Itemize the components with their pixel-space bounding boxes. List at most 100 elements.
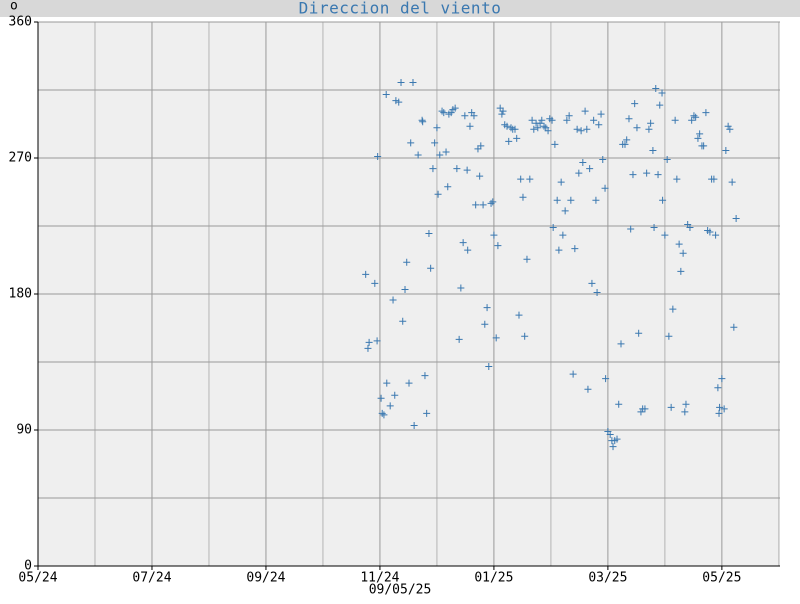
point (371, 279, 379, 287)
point (477, 142, 485, 150)
point (595, 121, 603, 129)
point (540, 122, 548, 130)
point (577, 127, 585, 135)
grid (37, 21, 780, 567)
point (457, 284, 465, 292)
points (362, 78, 740, 451)
point (373, 337, 381, 345)
point (637, 408, 645, 416)
point (722, 146, 730, 154)
point (499, 107, 507, 115)
point (617, 340, 625, 348)
point (656, 101, 664, 109)
point (565, 112, 573, 120)
y-tick-label: 360 (9, 15, 32, 30)
point (559, 231, 567, 239)
point (625, 115, 633, 123)
point (386, 402, 394, 410)
point (569, 370, 577, 378)
point (692, 113, 700, 121)
point (503, 122, 511, 130)
point (487, 199, 495, 207)
point (599, 156, 607, 164)
point (593, 288, 601, 296)
y-tick-label: 270 (9, 151, 32, 166)
point (490, 231, 498, 239)
point (534, 124, 542, 132)
y-tick-label: 0 (24, 559, 32, 574)
point (453, 165, 461, 173)
point (401, 285, 409, 293)
y-tick-label: 90 (16, 423, 32, 438)
point (555, 246, 563, 254)
point (663, 156, 671, 164)
point (383, 379, 391, 387)
point (418, 116, 426, 124)
title-bar (0, 0, 800, 17)
point (549, 224, 557, 232)
point (548, 116, 556, 124)
point (461, 112, 469, 120)
point (667, 403, 675, 411)
point (675, 240, 683, 248)
point (730, 323, 738, 331)
point (409, 78, 417, 86)
point (652, 84, 660, 92)
point (515, 311, 523, 319)
point (521, 332, 529, 340)
corner-label: o (10, 0, 18, 14)
point (732, 214, 740, 222)
point (389, 296, 397, 304)
point (378, 409, 386, 417)
point (715, 409, 723, 417)
point (451, 104, 459, 112)
point (536, 119, 544, 127)
point (505, 137, 513, 145)
point (391, 391, 399, 399)
point (438, 107, 446, 115)
point (470, 112, 478, 120)
x-tick-label: 05/24 (18, 571, 57, 586)
point (455, 335, 463, 343)
point (425, 230, 433, 238)
point (615, 400, 623, 408)
point (427, 264, 435, 272)
point (567, 196, 575, 204)
point (436, 151, 444, 159)
point (635, 329, 643, 337)
point (661, 231, 669, 239)
point (405, 379, 413, 387)
point (496, 104, 504, 112)
point (481, 320, 489, 328)
point (464, 246, 472, 254)
point (696, 130, 704, 138)
point (571, 245, 579, 253)
point (395, 98, 403, 106)
point (669, 305, 677, 313)
point (665, 332, 673, 340)
point (581, 107, 589, 115)
point (718, 375, 726, 383)
point (702, 109, 710, 117)
point (476, 172, 484, 180)
point (686, 224, 694, 232)
point (659, 196, 667, 204)
point (494, 242, 502, 250)
point (720, 405, 728, 413)
point (654, 171, 662, 179)
point (410, 421, 418, 429)
point (485, 363, 493, 371)
x-tick-label: 07/24 (132, 571, 171, 586)
point (403, 258, 411, 266)
x-tick-label: 11/24 (360, 571, 399, 586)
point (631, 100, 639, 108)
point (728, 178, 736, 186)
point (712, 231, 720, 239)
point (447, 109, 455, 117)
point (511, 125, 519, 133)
point (694, 134, 702, 142)
point (365, 338, 373, 346)
point (523, 255, 531, 263)
point (551, 140, 559, 148)
